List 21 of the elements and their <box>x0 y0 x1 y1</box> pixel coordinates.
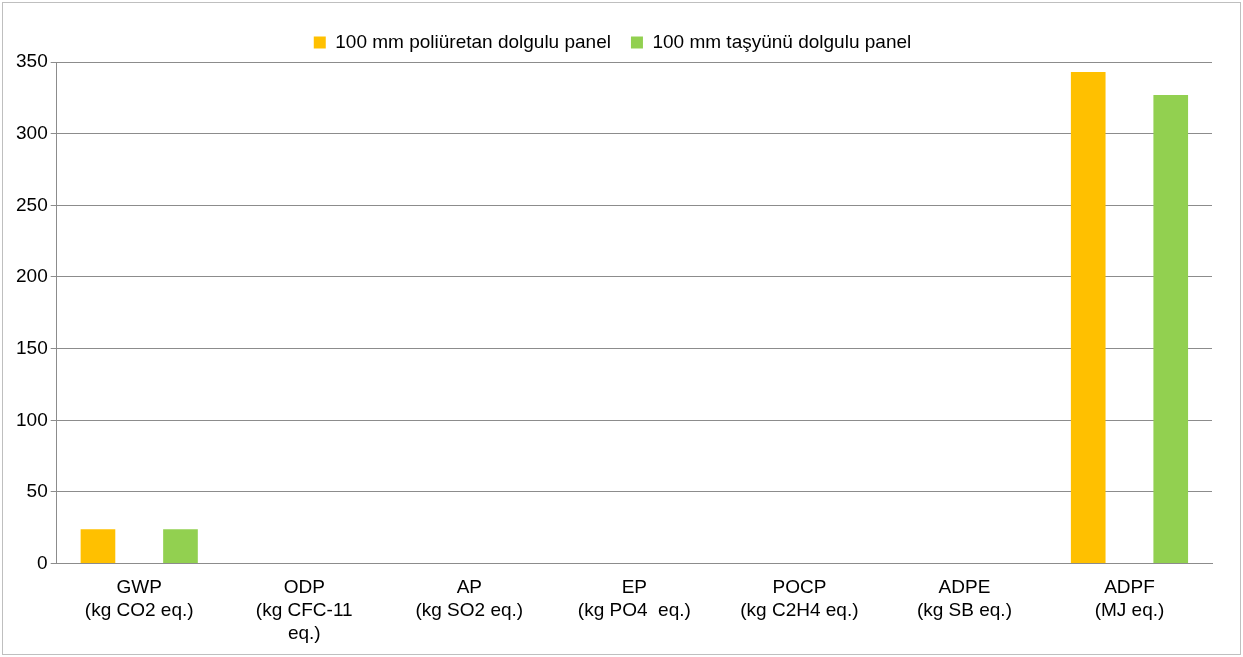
bar <box>163 529 198 564</box>
x-tick-label: POCP (kg C2H4 eq.) <box>740 576 859 621</box>
y-tick-label: 100 <box>16 408 48 430</box>
y-tick-label: 200 <box>16 265 48 287</box>
bar <box>1070 72 1106 564</box>
y-tick-label: 350 <box>16 50 48 72</box>
y-tick-label: 50 <box>26 480 48 502</box>
bar <box>1153 94 1189 564</box>
y-tick-label: 0 <box>37 551 48 573</box>
y-tick-label: 300 <box>16 121 48 143</box>
x-tick-label: AP (kg SO2 eq.) <box>415 576 524 621</box>
y-tick-label: 250 <box>16 193 48 215</box>
y-tick-label: 150 <box>16 336 48 358</box>
x-tick-label: EP (kg PO4 eq.) <box>577 576 691 621</box>
legend-label: 100 mm taşyünü dolgulu panel <box>652 30 912 52</box>
legend-label: 100 mm poliüretan dolgulu panel <box>335 30 611 52</box>
x-tick-label: ADPE (kg SB eq.) <box>916 576 1012 621</box>
x-tick-label: ODP (kg CFC-11 eq.) <box>255 576 353 643</box>
bar <box>80 529 116 564</box>
x-tick-label: GWP (kg CO2 eq.) <box>84 576 194 621</box>
x-tick-label: ADPF (MJ eq.) <box>1094 576 1165 621</box>
